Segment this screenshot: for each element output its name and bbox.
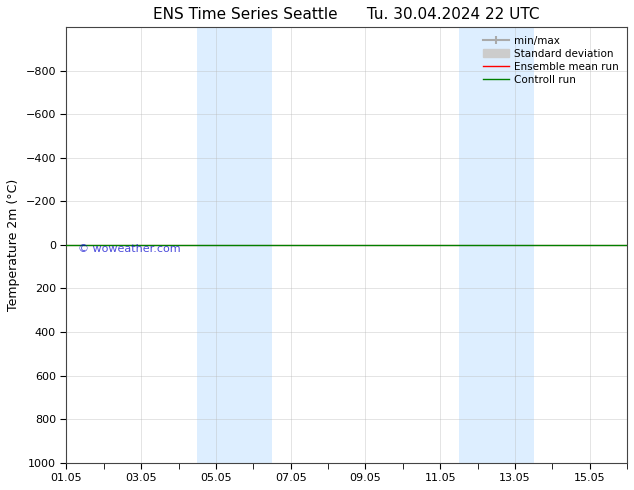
Y-axis label: Temperature 2m (°C): Temperature 2m (°C) [7, 179, 20, 311]
Text: © woweather.com: © woweather.com [77, 245, 180, 254]
Legend: min/max, Standard deviation, Ensemble mean run, Controll run: min/max, Standard deviation, Ensemble me… [479, 32, 622, 88]
Bar [459, 27, 534, 463]
Title: ENS Time Series Seattle      Tu. 30.04.2024 22 UTC: ENS Time Series Seattle Tu. 30.04.2024 2… [153, 7, 540, 22]
Bar [197, 27, 272, 463]
